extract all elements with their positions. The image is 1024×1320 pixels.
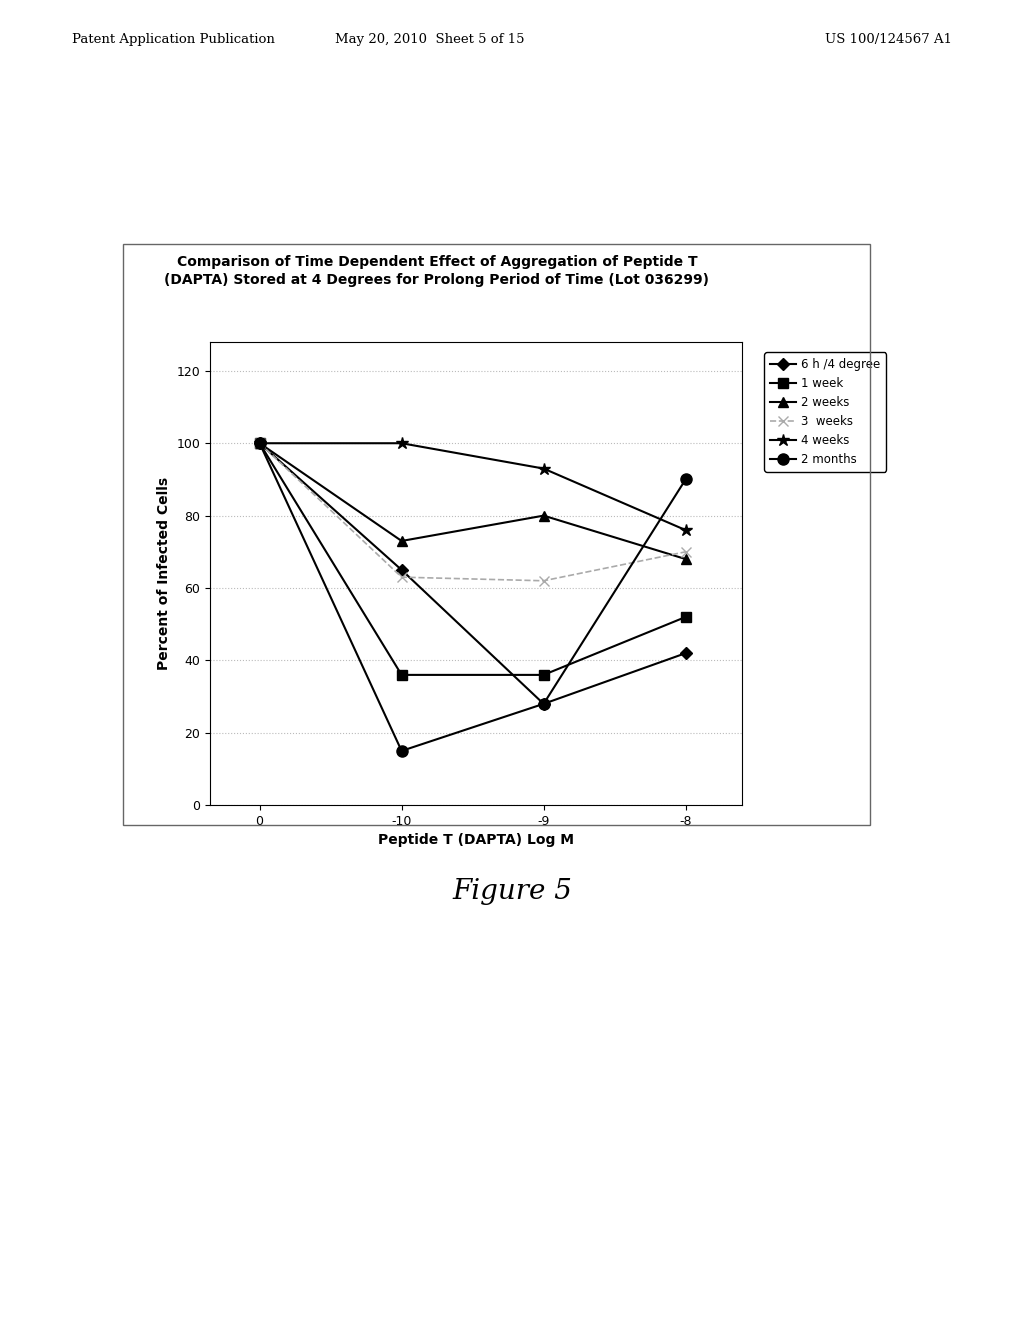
2 weeks <box>254 436 266 451</box>
2 weeks <box>680 552 692 568</box>
6 h /4 degree <box>395 562 408 578</box>
2 weeks <box>395 533 408 549</box>
1 week <box>680 609 692 624</box>
2 months <box>680 471 692 487</box>
Text: US 100/124567 A1: US 100/124567 A1 <box>825 33 952 46</box>
X-axis label: Peptide T (DAPTA) Log M: Peptide T (DAPTA) Log M <box>378 833 574 847</box>
4 weeks <box>680 523 692 539</box>
4 weeks <box>254 436 266 451</box>
3  weeks <box>680 544 692 560</box>
2 months <box>538 696 550 711</box>
3  weeks <box>538 573 550 589</box>
4 weeks <box>395 436 408 451</box>
Line: 1 week: 1 week <box>255 438 690 680</box>
6 h /4 degree <box>680 645 692 661</box>
2 months <box>395 743 408 759</box>
1 week <box>254 436 266 451</box>
1 week <box>395 667 408 682</box>
Text: May 20, 2010  Sheet 5 of 15: May 20, 2010 Sheet 5 of 15 <box>335 33 525 46</box>
Legend: 6 h /4 degree, 1 week, 2 weeks, 3  weeks, 4 weeks, 2 months: 6 h /4 degree, 1 week, 2 weeks, 3 weeks,… <box>764 352 886 471</box>
Text: Figure 5: Figure 5 <box>452 878 572 904</box>
4 weeks <box>538 461 550 477</box>
3  weeks <box>254 436 266 451</box>
Line: 2 weeks: 2 weeks <box>255 438 690 564</box>
6 h /4 degree <box>538 696 550 711</box>
1 week <box>538 667 550 682</box>
Line: 2 months: 2 months <box>254 438 691 756</box>
2 months <box>254 436 266 451</box>
6 h /4 degree <box>254 436 266 451</box>
3  weeks <box>395 569 408 585</box>
Line: 4 weeks: 4 weeks <box>253 437 692 536</box>
Line: 6 h /4 degree: 6 h /4 degree <box>255 440 690 708</box>
2 weeks <box>538 508 550 524</box>
Y-axis label: Percent of Infected Cells: Percent of Infected Cells <box>157 477 171 671</box>
Line: 3  weeks: 3 weeks <box>255 438 690 586</box>
Text: Comparison of Time Dependent Effect of Aggregation of Peptide T
(DAPTA) Stored a: Comparison of Time Dependent Effect of A… <box>164 255 710 288</box>
Text: Patent Application Publication: Patent Application Publication <box>72 33 274 46</box>
